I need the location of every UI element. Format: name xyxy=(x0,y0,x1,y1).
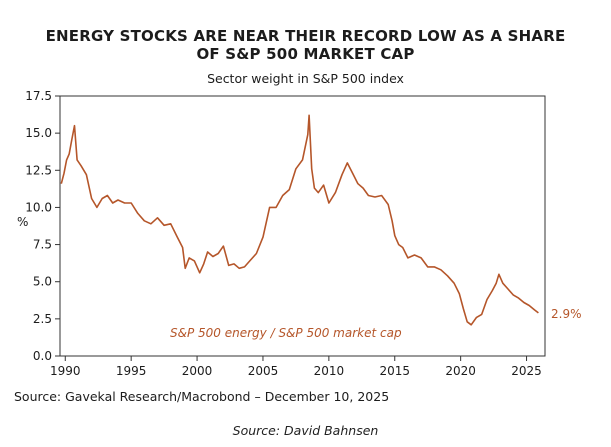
y-tick-label: 0.0 xyxy=(33,349,52,363)
x-tick-label: 1995 xyxy=(116,364,147,378)
last-value-label: 2.9% xyxy=(551,307,582,321)
x-tick-label: 1990 xyxy=(50,364,81,378)
y-axis: 0.0 2.5 5.0 7.5 10.0 12.5 15.0 17.5 xyxy=(25,89,60,363)
x-tick-label: 2005 xyxy=(248,364,279,378)
image-credit: Source: David Bahnsen xyxy=(232,423,379,438)
series-annotation: S&P 500 energy / S&P 500 market cap xyxy=(170,326,402,340)
chart-title-line-1: ENERGY STOCKS ARE NEAR THEIR RECORD LOW … xyxy=(45,27,566,45)
x-tick-label: 2010 xyxy=(314,364,345,378)
y-tick-label: 2.5 xyxy=(33,312,52,326)
y-tick-label: 12.5 xyxy=(25,163,52,177)
x-tick-label: 2025 xyxy=(511,364,542,378)
y-tick-label: 5.0 xyxy=(33,275,52,289)
y-axis-label: % xyxy=(17,215,28,229)
x-tick-label: 2015 xyxy=(379,364,410,378)
y-tick-label: 7.5 xyxy=(33,238,52,252)
y-tick-label: 17.5 xyxy=(25,89,52,103)
series-line-energy-weight xyxy=(60,114,539,326)
x-axis: 1990 1995 2000 2005 2010 2015 2020 2025 xyxy=(50,356,542,378)
x-tick-label: 2020 xyxy=(445,364,476,378)
chart-title-line-2: OF S&P 500 MARKET CAP xyxy=(196,45,415,63)
y-tick-label: 15.0 xyxy=(25,126,52,140)
plot-frame xyxy=(59,95,546,357)
chart-subtitle: Sector weight in S&P 500 index xyxy=(207,71,404,86)
data-source-note: Source: Gavekal Research/Macrobond – Dec… xyxy=(14,389,390,404)
y-tick-label: 10.0 xyxy=(25,200,52,214)
x-tick-label: 2000 xyxy=(182,364,213,378)
